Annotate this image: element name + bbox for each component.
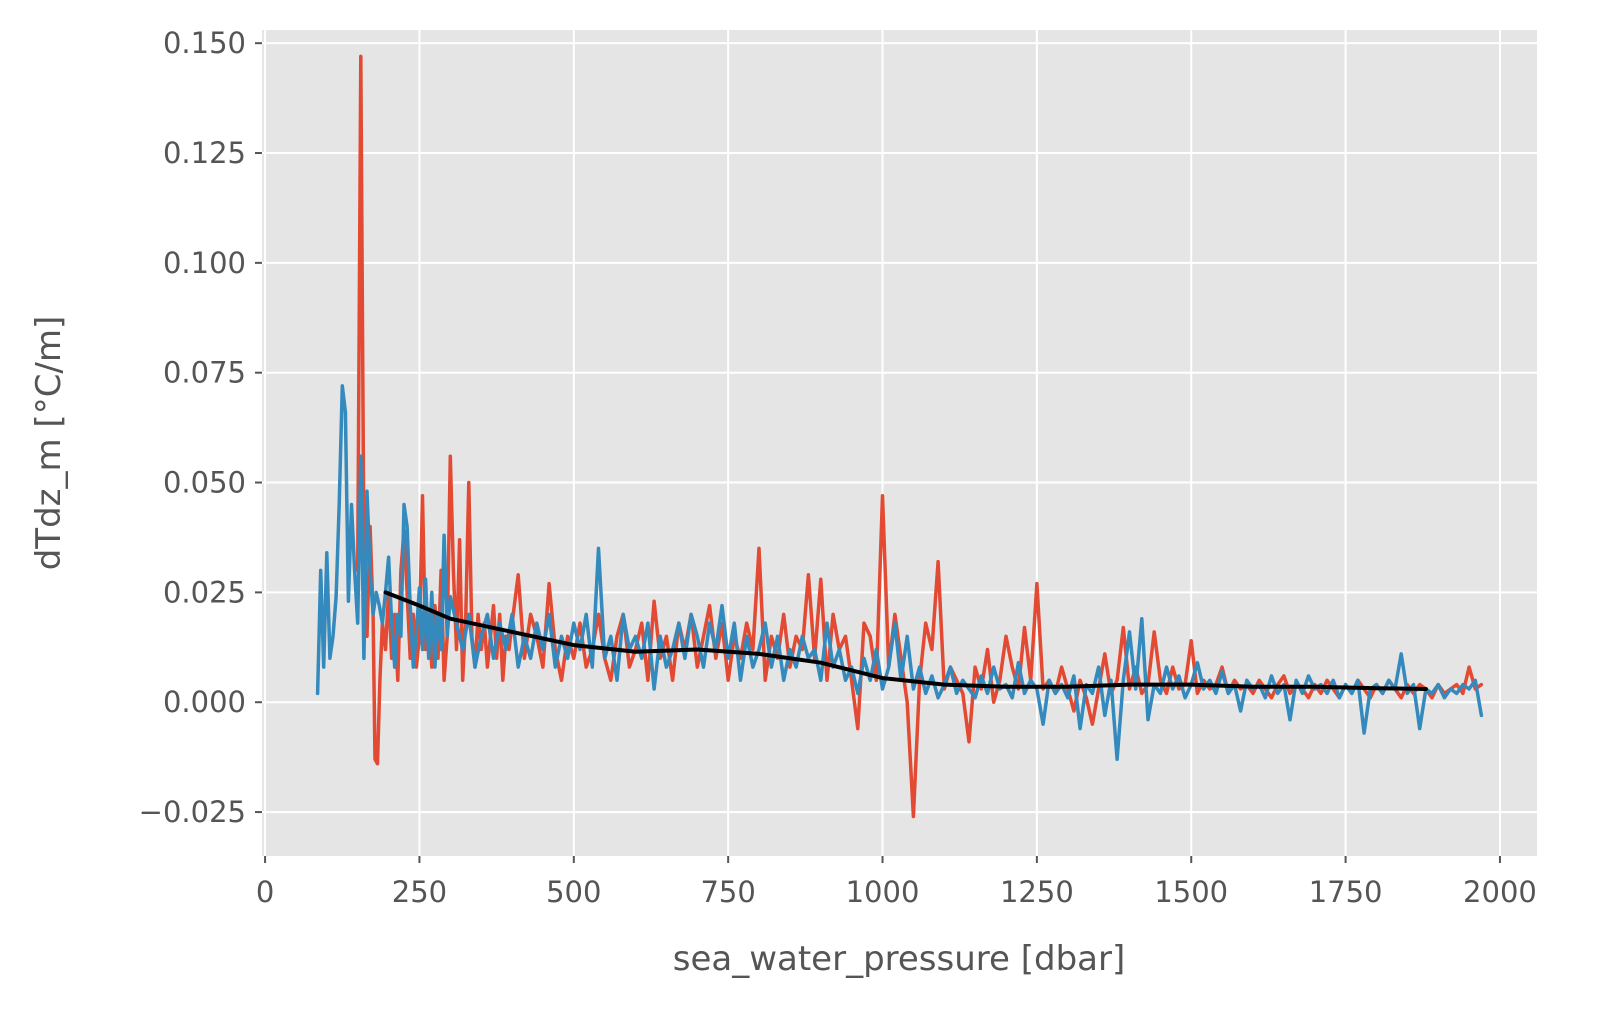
x-axis-label: sea_water_pressure [dbar] bbox=[673, 939, 1126, 979]
y-axis: −0.025 0.000 0.025 0.050 0.075 0.100 0.125 0.15… bbox=[139, 26, 262, 829]
x-tick-label: 500 bbox=[546, 875, 601, 909]
y-axis-label: dTdz_m [°C/m] bbox=[29, 316, 69, 571]
series-lines bbox=[315, 54, 1484, 819]
y-tick-label: 0.050 bbox=[163, 466, 246, 500]
x-tick-label: 750 bbox=[700, 875, 755, 909]
x-tick-label: 1250 bbox=[1000, 875, 1074, 909]
x-tick-label: 0 bbox=[256, 875, 274, 909]
y-tick-label: 0.150 bbox=[163, 26, 246, 60]
y-tick-label: 0.025 bbox=[163, 575, 246, 609]
x-tick-label: 2000 bbox=[1463, 875, 1537, 909]
x-axis: 0 250 500 750 1000 1250 1500 1750 2000 bbox=[256, 856, 1537, 909]
x-tick-label: 1750 bbox=[1309, 875, 1383, 909]
plot-area-background bbox=[262, 30, 1537, 856]
x-tick-label: 250 bbox=[392, 875, 447, 909]
x-tick-label: 1500 bbox=[1154, 875, 1228, 909]
y-tick-label: 0.125 bbox=[163, 136, 246, 170]
y-tick-label: 0.100 bbox=[163, 246, 246, 280]
x-tick-label: 1000 bbox=[846, 875, 920, 909]
y-tick-label: 0.000 bbox=[163, 685, 246, 719]
y-tick-label: −0.025 bbox=[139, 795, 246, 829]
y-tick-label: 0.075 bbox=[163, 356, 246, 390]
grid-lines bbox=[262, 30, 1537, 856]
series-line-smoothed-mean bbox=[383, 590, 1428, 691]
